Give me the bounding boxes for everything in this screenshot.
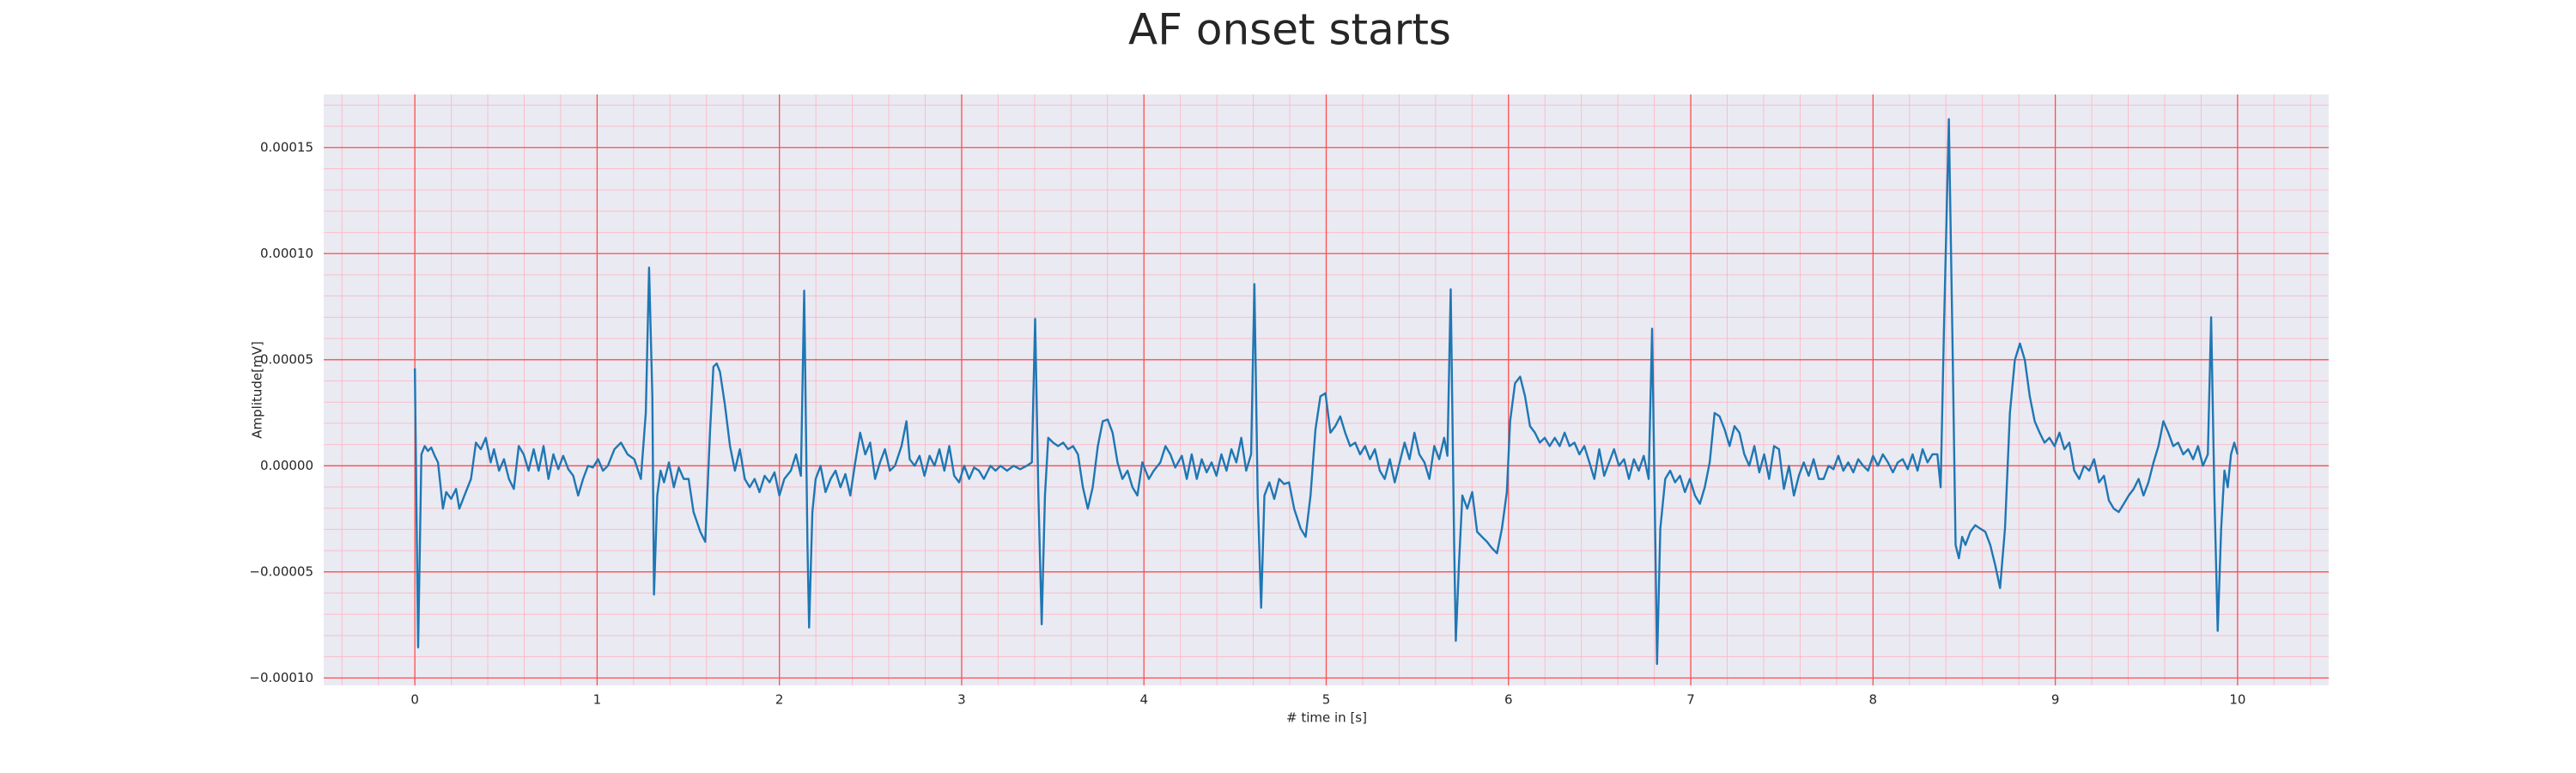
x-tick-label: 7 <box>1686 692 1695 708</box>
x-tick-label: 6 <box>1504 692 1513 708</box>
y-tick-label: −0.00010 <box>249 670 313 685</box>
y-tick-label: 0.00005 <box>260 351 313 367</box>
y-tick-label: −0.00005 <box>249 563 313 579</box>
signal-line <box>413 118 2239 666</box>
grid <box>324 94 2329 685</box>
x-tick-label: 1 <box>593 692 602 708</box>
data <box>413 118 2239 666</box>
x-tick-label: 3 <box>957 692 966 708</box>
y-tick-label: 0.00010 <box>260 246 313 261</box>
x-tick-label: 2 <box>775 692 784 708</box>
x-tick-label: 0 <box>410 692 419 708</box>
y-tick-label: 0.00000 <box>260 458 313 473</box>
x-tick-label: 5 <box>1322 692 1331 708</box>
x-tick-label: 4 <box>1139 692 1148 708</box>
x-tick-label: 9 <box>2051 692 2060 708</box>
y-tick-label: 0.00015 <box>260 139 313 155</box>
x-axis-label: # time in [s] <box>1286 710 1367 726</box>
chart-title: AF onset starts <box>1128 5 1451 55</box>
y-axis-label: Amplitude[mV] <box>250 341 265 438</box>
x-tick-label: 8 <box>1869 692 1878 708</box>
x-tick-label: 10 <box>2229 692 2245 708</box>
labels: 0 1 2 3 4 5 6 7 8 9 10 −0.00010 −0.00005 0.00000 0.000… <box>249 139 2245 707</box>
